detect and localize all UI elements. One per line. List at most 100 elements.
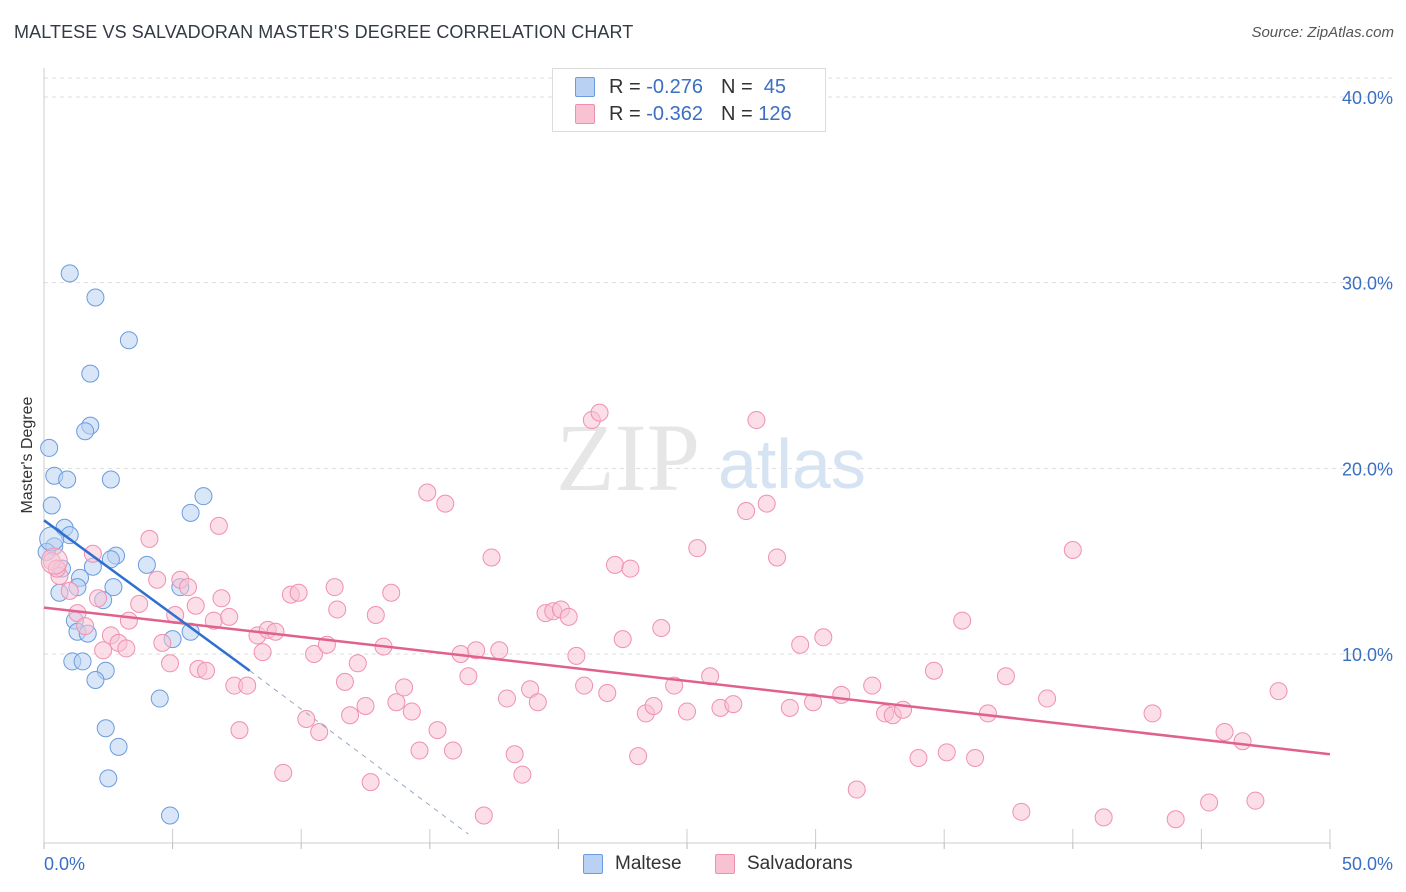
salvadoran-point (598, 683, 617, 702)
x-tick-labels: 0.0% 50.0% (44, 854, 1393, 874)
maltese-trend-extension (249, 670, 469, 835)
salvadoran-point (1012, 802, 1031, 821)
salvadoran-point (179, 578, 198, 597)
salvadoran-point (937, 743, 956, 762)
maltese-point (58, 470, 77, 489)
y-tick-labels: 10.0% 20.0% 30.0% 40.0% (1342, 88, 1393, 665)
legend-n-value-salvadorans: 126 (758, 102, 792, 125)
series-legend-salvadorans: Salvadorans (715, 852, 853, 876)
salvadoran-point (220, 607, 239, 626)
x-tick-label-min: 0.0% (44, 854, 85, 874)
salvadoran-point (230, 721, 249, 740)
salvadoran-point (366, 606, 385, 625)
salvadoran-point (791, 635, 810, 654)
salvadoran-point (305, 645, 324, 663)
salvadoran-point (197, 661, 216, 680)
salvadoran-point (443, 741, 462, 760)
maltese-point (109, 737, 128, 756)
salvadoran-point (652, 619, 671, 638)
salvadoran-point (474, 806, 493, 825)
salvadoran-point (117, 639, 136, 658)
legend-row-maltese: R = -0.276 N = 45 (575, 75, 786, 99)
maltese-point (119, 331, 138, 350)
maltese-point (86, 288, 105, 307)
salvadoran-point (688, 539, 707, 558)
salvadorans-trend-line (43, 606, 1331, 756)
salvadoran-point (328, 600, 347, 619)
salvadoran-point (1038, 689, 1057, 708)
salvadoran-point (497, 689, 516, 708)
x-tick-label-max: 50.0% (1342, 854, 1393, 874)
salvadoran-point (361, 773, 380, 792)
salvadoran-point (832, 685, 851, 704)
salvadoran-point (505, 745, 524, 764)
maltese-point (60, 526, 79, 545)
y-tick-label-40: 40.0% (1342, 88, 1393, 108)
salvadoran-point (410, 741, 429, 760)
legend-r-label: R = (609, 75, 641, 98)
salvadoran-point (996, 667, 1015, 686)
salvadoran-point (863, 676, 882, 695)
salvadoran-point (60, 581, 79, 600)
salvadoran-point-cluster (40, 547, 68, 575)
salvadoran-point (528, 693, 547, 712)
salvadoran-point (140, 529, 159, 548)
salvadoran-point (119, 611, 138, 630)
salvadoran-point (953, 611, 972, 630)
salvadoran-point (209, 516, 228, 535)
maltese-point (73, 652, 92, 671)
legend-r-label: R = (609, 102, 641, 125)
salvadoran-point (768, 548, 787, 567)
y-tick-label-30: 30.0% (1342, 274, 1393, 294)
legend-n-label: N = (720, 75, 753, 98)
series-maltese-points (37, 264, 213, 825)
series-legend-swatch-maltese (583, 854, 603, 874)
salvadoran-point (909, 748, 928, 767)
gridlines (44, 77, 1393, 655)
salvadoran-point (266, 622, 285, 641)
salvadoran-point (780, 698, 799, 717)
maltese-point (60, 264, 79, 283)
salvadoran-point (490, 641, 509, 660)
salvadoran-point (966, 748, 985, 767)
salvadoran-point (847, 780, 866, 799)
salvadoran-point (644, 696, 663, 715)
salvadoran-point (605, 555, 624, 574)
legend-swatch-salvadorans (575, 104, 595, 124)
maltese-point (76, 422, 95, 441)
salvadoran-point (436, 494, 455, 513)
salvadoran-point (274, 763, 293, 782)
salvadoran-point (289, 583, 308, 602)
salvadoran-point (1166, 810, 1185, 829)
salvadoran-point (130, 594, 149, 613)
salvadoran-point (629, 747, 648, 766)
salvadoran-point (1269, 682, 1288, 701)
series-legend-swatch-salvadorans (715, 854, 735, 874)
salvadoran-point (924, 661, 943, 680)
maltese-point (99, 769, 118, 788)
salvadoran-point (1233, 732, 1252, 751)
salvadoran-point (665, 676, 684, 695)
salvadoran-point (186, 596, 205, 615)
salvadoran-point (467, 641, 486, 660)
salvadoran-point (513, 765, 532, 784)
salvadoran-point (1094, 808, 1113, 827)
salvadoran-point (395, 678, 414, 697)
salvadoran-point (348, 654, 367, 673)
series-legend-label-maltese: Maltese (615, 853, 682, 874)
maltese-point (181, 503, 200, 522)
salvadoran-point (253, 643, 272, 662)
maltese-trend-line (43, 519, 251, 672)
watermark-atlas: atlas (718, 425, 866, 503)
salvadoran-point (1246, 791, 1265, 810)
salvadoran-point (335, 672, 354, 691)
correlation-legend: R = -0.276 N = 45 R = -0.362 N = 126 (552, 68, 826, 132)
salvadoran-point (459, 667, 478, 686)
salvadoran-point (814, 628, 833, 647)
salvadoran-point (325, 578, 344, 597)
maltese-point (40, 438, 59, 457)
salvadoran-point (724, 695, 743, 714)
salvadoran-point (238, 676, 257, 695)
salvadoran-point (212, 589, 231, 608)
chart-title: MALTESE VS SALVADORAN MASTER'S DEGREE CO… (14, 22, 634, 42)
